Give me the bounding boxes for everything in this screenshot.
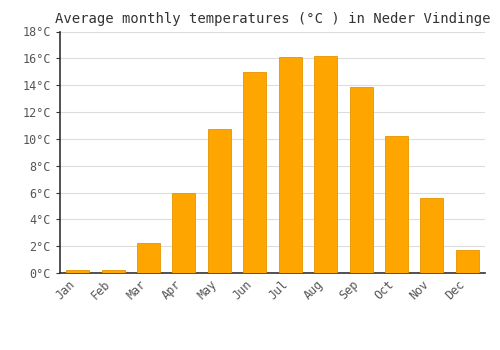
Bar (278, 57, 301, 273)
Bar (456, 250, 479, 273)
Bar (66, 270, 89, 273)
Bar (244, 72, 266, 273)
Bar (172, 193, 196, 273)
Title: Average monthly temperatures (°C ) in Neder Vindinge: Average monthly temperatures (°C ) in Ne… (55, 12, 490, 26)
Bar (137, 244, 160, 273)
Bar (208, 130, 231, 273)
Bar (420, 198, 444, 273)
Bar (385, 136, 408, 273)
Bar (350, 86, 372, 273)
Bar (314, 56, 337, 273)
Bar (102, 270, 124, 273)
